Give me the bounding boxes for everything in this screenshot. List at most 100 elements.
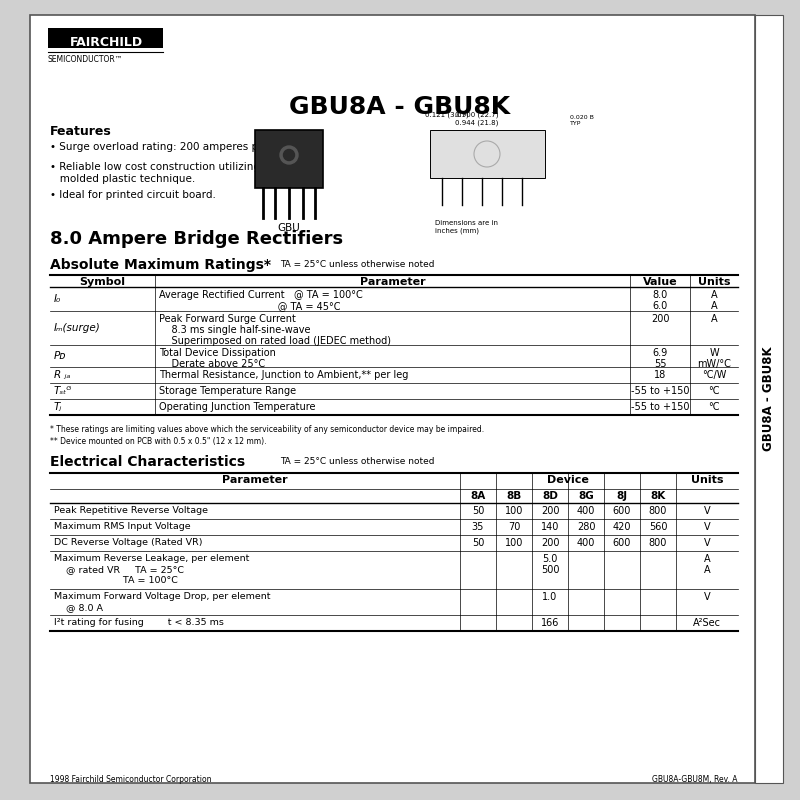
- Text: molded plastic technique.: molded plastic technique.: [50, 174, 195, 184]
- Text: mW/°C: mW/°C: [697, 359, 731, 369]
- Text: 600: 600: [613, 506, 631, 516]
- Text: 1998 Fairchild Semiconductor Corporation: 1998 Fairchild Semiconductor Corporation: [50, 775, 211, 784]
- Text: °C: °C: [708, 386, 720, 396]
- Text: A: A: [704, 554, 710, 564]
- Text: Device: Device: [547, 475, 589, 485]
- Text: SEMICONDUCTOR™: SEMICONDUCTOR™: [48, 55, 123, 64]
- Text: A: A: [704, 565, 710, 575]
- Text: 100: 100: [505, 538, 523, 548]
- Text: A²Sec: A²Sec: [693, 618, 721, 628]
- Text: Electrical Characteristics: Electrical Characteristics: [50, 455, 245, 469]
- Text: 0.900 (22.7): 0.900 (22.7): [455, 112, 498, 118]
- Text: Maximum Forward Voltage Drop, per element: Maximum Forward Voltage Drop, per elemen…: [54, 592, 270, 601]
- Text: 8G: 8G: [578, 491, 594, 501]
- Text: TA = 25°C unless otherwise noted: TA = 25°C unless otherwise noted: [280, 457, 434, 466]
- Text: 140: 140: [541, 522, 559, 532]
- Text: Parameter: Parameter: [360, 277, 426, 287]
- Text: 200: 200: [541, 538, 559, 548]
- Text: 8.0 Ampere Bridge Rectifiers: 8.0 Ampere Bridge Rectifiers: [50, 230, 343, 248]
- Text: 400: 400: [577, 538, 595, 548]
- Text: V: V: [704, 592, 710, 602]
- Text: A: A: [710, 314, 718, 324]
- Text: Features: Features: [50, 125, 112, 138]
- Text: Iₘ(surge): Iₘ(surge): [54, 323, 101, 333]
- Text: ** Device mounted on PCB with 0.5 x 0.5" (12 x 12 mm).: ** Device mounted on PCB with 0.5 x 0.5"…: [50, 437, 266, 446]
- Text: 0.121 (3.07): 0.121 (3.07): [425, 112, 469, 118]
- Text: 8B: 8B: [506, 491, 522, 501]
- Text: 600: 600: [613, 538, 631, 548]
- Text: Superimposed on rated load (JEDEC method): Superimposed on rated load (JEDEC method…: [159, 336, 391, 346]
- Text: Thermal Resistance, Junction to Ambient,** per leg: Thermal Resistance, Junction to Ambient,…: [159, 370, 408, 380]
- Text: 280: 280: [577, 522, 595, 532]
- Text: V: V: [704, 538, 710, 548]
- Text: Absolute Maximum Ratings*: Absolute Maximum Ratings*: [50, 258, 271, 272]
- Text: Peak Forward Surge Current: Peak Forward Surge Current: [159, 314, 296, 324]
- Text: Pᴅ: Pᴅ: [54, 351, 66, 361]
- Text: 70: 70: [508, 522, 520, 532]
- Text: Units: Units: [690, 475, 723, 485]
- Text: I²t rating for fusing        t < 8.35 ms: I²t rating for fusing t < 8.35 ms: [54, 618, 224, 627]
- Text: 8D: 8D: [542, 491, 558, 501]
- Bar: [755, 15, 783, 783]
- Bar: [48, 28, 163, 48]
- Text: 8K: 8K: [650, 491, 666, 501]
- Text: 5.0: 5.0: [542, 554, 558, 564]
- Text: 500: 500: [541, 565, 559, 575]
- Text: • Surge overload rating: 200 amperes peak.: • Surge overload rating: 200 amperes pea…: [50, 142, 280, 152]
- Text: Parameter: Parameter: [222, 475, 288, 485]
- Text: Peak Repetitive Reverse Voltage: Peak Repetitive Reverse Voltage: [54, 506, 208, 515]
- Text: Storage Temperature Range: Storage Temperature Range: [159, 386, 296, 396]
- Text: 8.0: 8.0: [652, 290, 668, 300]
- Text: 55: 55: [654, 359, 666, 369]
- Text: Total Device Dissipation: Total Device Dissipation: [159, 348, 276, 358]
- Text: 560: 560: [649, 522, 667, 532]
- Text: Derate above 25°C: Derate above 25°C: [159, 359, 265, 369]
- Circle shape: [283, 150, 294, 161]
- Text: 200: 200: [541, 506, 559, 516]
- Text: A: A: [710, 301, 718, 311]
- Text: Tₛₜᴳ: Tₛₜᴳ: [54, 386, 72, 396]
- Text: V: V: [704, 506, 710, 516]
- Text: Symbol: Symbol: [79, 277, 126, 287]
- Text: Tⱼ: Tⱼ: [54, 402, 62, 412]
- Text: GBU8A-GBU8M, Rev. A: GBU8A-GBU8M, Rev. A: [653, 775, 738, 784]
- Text: Value: Value: [642, 277, 678, 287]
- Text: -55 to +150: -55 to +150: [630, 402, 690, 412]
- Text: 166: 166: [541, 618, 559, 628]
- Text: 8J: 8J: [617, 491, 627, 501]
- Text: R ⱼₐ: R ⱼₐ: [54, 370, 70, 380]
- Text: FAIRCHILD: FAIRCHILD: [70, 35, 142, 49]
- Text: 100: 100: [505, 506, 523, 516]
- Text: 8.3 ms single half-sine-wave: 8.3 ms single half-sine-wave: [159, 325, 310, 335]
- Text: Units: Units: [698, 277, 730, 287]
- Text: Maximum RMS Input Voltage: Maximum RMS Input Voltage: [54, 522, 190, 531]
- Text: 1.0: 1.0: [542, 592, 558, 602]
- Text: 800: 800: [649, 538, 667, 548]
- Text: @ 8.0 A: @ 8.0 A: [54, 603, 103, 612]
- Text: °C: °C: [708, 402, 720, 412]
- Text: @ TA = 45°C: @ TA = 45°C: [159, 301, 341, 311]
- Text: 8A: 8A: [470, 491, 486, 501]
- Text: GBU8A - GBU8K: GBU8A - GBU8K: [290, 95, 510, 119]
- Text: GBU8A - GBU8K: GBU8A - GBU8K: [762, 346, 775, 451]
- Text: 200: 200: [650, 314, 670, 324]
- Text: °C/W: °C/W: [702, 370, 726, 380]
- Text: TA = 25°C unless otherwise noted: TA = 25°C unless otherwise noted: [280, 260, 434, 269]
- Text: A: A: [710, 290, 718, 300]
- Text: 6.9: 6.9: [652, 348, 668, 358]
- Text: 400: 400: [577, 506, 595, 516]
- Circle shape: [280, 146, 298, 164]
- Text: DC Reverse Voltage (Rated VR): DC Reverse Voltage (Rated VR): [54, 538, 202, 547]
- Text: @ rated VR     TA = 25°C: @ rated VR TA = 25°C: [54, 565, 184, 574]
- Text: 50: 50: [472, 506, 484, 516]
- Text: TA = 100°C: TA = 100°C: [54, 576, 178, 585]
- Text: W: W: [709, 348, 719, 358]
- Text: 35: 35: [472, 522, 484, 532]
- Text: 420: 420: [613, 522, 631, 532]
- Text: • Ideal for printed circuit board.: • Ideal for printed circuit board.: [50, 190, 216, 200]
- Text: Operating Junction Temperature: Operating Junction Temperature: [159, 402, 315, 412]
- Text: Maximum Reverse Leakage, per element: Maximum Reverse Leakage, per element: [54, 554, 250, 563]
- Bar: [430, 130, 545, 178]
- Bar: [255, 130, 323, 188]
- Text: Average Rectified Current   @ TA = 100°C: Average Rectified Current @ TA = 100°C: [159, 290, 362, 300]
